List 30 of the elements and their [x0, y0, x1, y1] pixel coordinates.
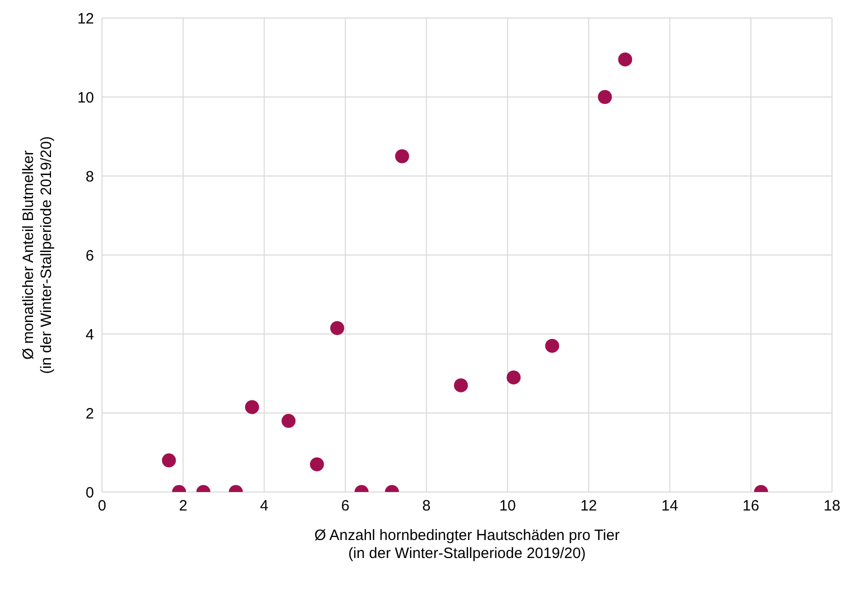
point: [395, 149, 410, 164]
x-tick-label: 6: [341, 498, 350, 515]
point: [454, 378, 468, 392]
x-tick-label: 8: [422, 498, 431, 515]
y-tick-label: 6: [86, 247, 94, 264]
x-tick-label: 0: [98, 498, 106, 515]
x-tick-label: 12: [580, 498, 598, 515]
point: [545, 338, 560, 353]
y-tick-label: 0: [86, 484, 94, 502]
point: [506, 370, 521, 384]
y-tick-label: 2: [86, 405, 94, 422]
x-tick-label: 16: [742, 498, 760, 515]
point: [282, 414, 296, 428]
y-tick-label: 12: [77, 10, 94, 28]
x-tick-label: 14: [661, 498, 678, 515]
y-tick-label: 8: [86, 168, 94, 186]
point: [598, 90, 612, 104]
x-tick-label: 2: [178, 498, 188, 515]
point: [162, 453, 176, 468]
point: [245, 400, 260, 414]
x-tick-label: 10: [499, 498, 516, 515]
point: [310, 457, 324, 472]
y-tick-label: 4: [86, 326, 94, 344]
x-tick-label: 4: [260, 498, 268, 515]
x-tick-label: 18: [824, 498, 840, 515]
point: [330, 321, 344, 336]
point: [618, 52, 632, 66]
y-tick-label: 10: [77, 89, 94, 106]
y-axis-title: Ø monatlicher Anteil Blutmelker (in der Winter-Stallperiode 2019/20): [20, 136, 55, 374]
x-axis-title: Ø Anzahl hornbedingter Hautschäden pro Tier (in der Winter-Stallperiode 2019/20): [314, 527, 620, 562]
